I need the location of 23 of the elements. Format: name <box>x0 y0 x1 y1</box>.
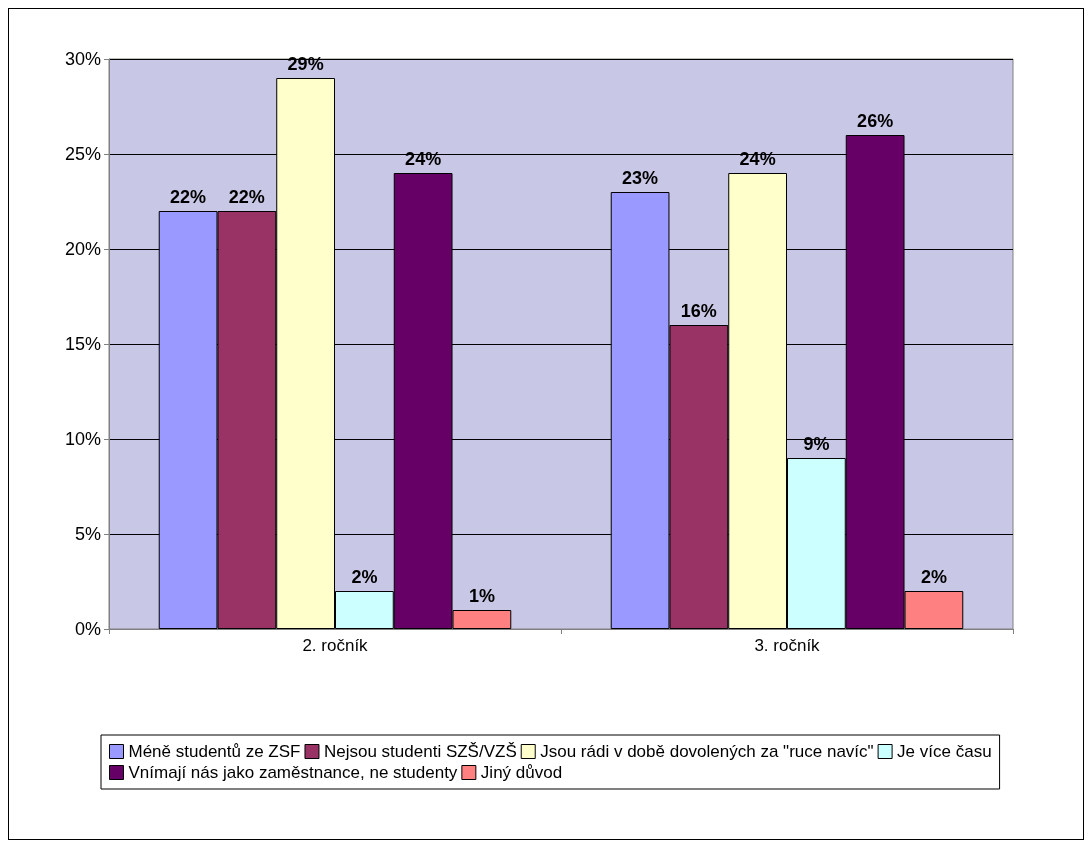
y-tick-label: 30% <box>64 49 101 69</box>
data-label: 22% <box>228 187 265 207</box>
legend-label: Jsou rádi v době dovolených za "ruce navíc" <box>540 742 874 761</box>
data-label: 2% <box>351 567 378 587</box>
legend-label: Je více času <box>897 742 992 761</box>
data-label: 1% <box>468 586 495 606</box>
y-tick-label: 20% <box>64 239 101 259</box>
y-tick-label: 25% <box>64 144 101 164</box>
legend-label: Jiný důvod <box>480 763 563 782</box>
data-label: 22% <box>170 187 207 207</box>
y-tick-label: 10% <box>64 429 101 449</box>
x-tick-label: 2. ročník <box>302 636 369 655</box>
data-label: 26% <box>857 111 894 131</box>
legend-label: Nejsou studenti SZŠ/VZŠ <box>323 742 517 761</box>
y-tick-label: 5% <box>74 524 101 544</box>
data-label: 16% <box>680 301 717 321</box>
data-label: 2% <box>920 567 947 587</box>
y-tick-label: 0% <box>74 619 101 639</box>
legend-label: Méně studentů ze ZSF <box>128 742 301 761</box>
y-tick-label: 15% <box>64 334 101 354</box>
data-label: 23% <box>622 168 659 188</box>
x-tick-label: 3. ročník <box>754 636 821 655</box>
legend-label: Vnímají nás jako zaměstnance, ne studenty <box>128 763 458 782</box>
